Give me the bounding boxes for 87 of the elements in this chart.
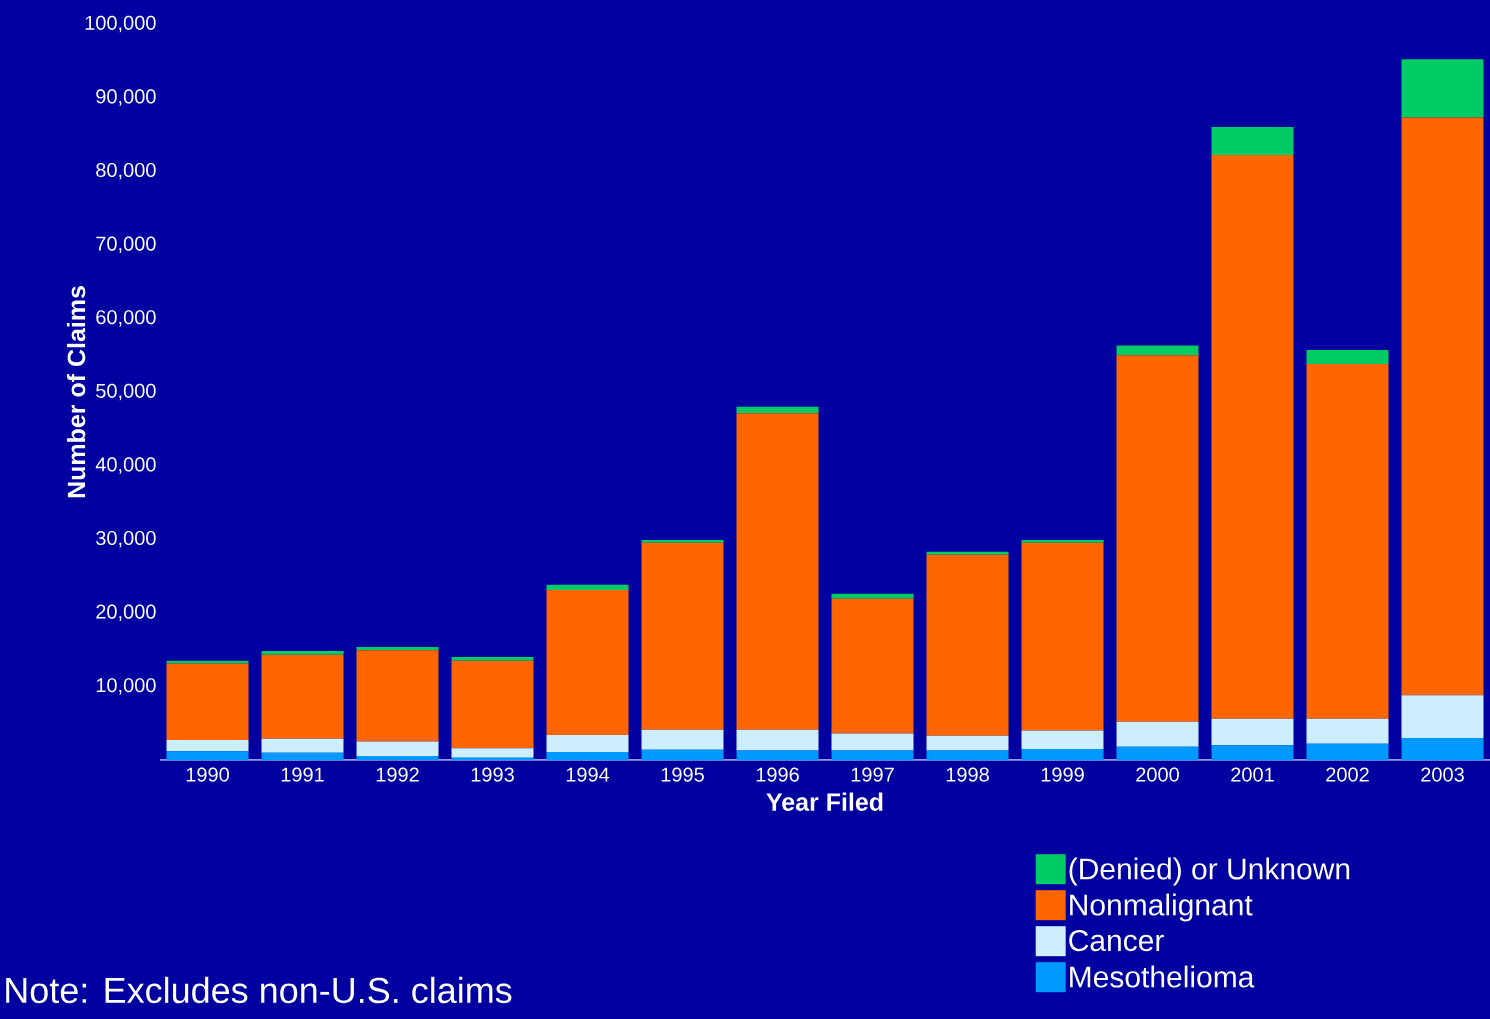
text: Note: Excludes non-U.S. claims [6, 976, 512, 1004]
bar [356, 647, 439, 651]
y-tick-label: 70,000 [96, 236, 156, 254]
legend-label: Mesothelioma [1070, 965, 1255, 988]
x-tick-label: 1998 [946, 767, 989, 782]
x-tick-label: 1995 [661, 767, 704, 782]
bar [1021, 542, 1104, 731]
bar [546, 589, 629, 735]
bar [736, 413, 819, 730]
bar [1401, 117, 1484, 696]
bar [831, 750, 914, 760]
bar [451, 656, 534, 661]
bar [1116, 345, 1199, 356]
legend-label: Cancer [1069, 929, 1164, 952]
x-tick-label: 1990 [186, 767, 229, 782]
bar [166, 663, 249, 741]
x-tick-label: 2001 [1231, 767, 1274, 782]
bar [546, 584, 629, 590]
x-tick-label: 1999 [1041, 767, 1084, 782]
bar [166, 751, 249, 760]
x-tick-label: 1993 [471, 767, 514, 782]
y-axis-title: Number of Claims [66, 286, 86, 498]
x-tick-label: 2000 [1136, 767, 1179, 782]
bar [1306, 364, 1389, 719]
bar [641, 749, 724, 760]
bar [1401, 737, 1484, 760]
bar [451, 757, 534, 760]
bar [1211, 127, 1294, 155]
y-tick-label: 40,000 [95, 457, 156, 474]
x-tick-label: 2003 [1421, 767, 1464, 782]
bar [261, 654, 344, 739]
bar [1211, 155, 1294, 719]
bar [1306, 350, 1389, 365]
bar [1306, 718, 1389, 744]
bar [1116, 355, 1199, 722]
x-tick-label: 1991 [281, 767, 324, 782]
x-tick-label: 1992 [376, 767, 419, 782]
legend-label: (Denied) or Unknown [1069, 857, 1350, 886]
bar [1401, 59, 1484, 118]
bar [1021, 730, 1104, 749]
y-tick-label: 80,000 [96, 162, 156, 180]
bar [1211, 745, 1294, 760]
bar [261, 752, 344, 760]
bar [356, 741, 439, 756]
bar [831, 593, 914, 599]
bar [641, 542, 724, 730]
bar [926, 735, 1009, 751]
x-tick-label: 1996 [756, 767, 799, 782]
bar [451, 660, 534, 749]
bar [166, 660, 249, 664]
bar [1211, 718, 1294, 746]
bar [356, 755, 439, 760]
bar [926, 750, 1009, 760]
legend-label: Nonmalignant [1070, 893, 1253, 922]
y-tick-label: 20,000 [96, 604, 156, 622]
x-axis-title: Year Filed [766, 792, 883, 811]
bar [641, 539, 724, 543]
bar [546, 751, 629, 760]
bar [926, 551, 1009, 555]
bar [736, 750, 819, 760]
bar [1306, 743, 1389, 760]
bar [451, 748, 534, 758]
bar [1021, 748, 1104, 760]
x-tick-label: 1997 [851, 767, 894, 782]
y-tick-label: 90,000 [96, 89, 156, 106]
bar [736, 729, 819, 751]
bar [736, 406, 819, 414]
y-tick-label: 50,000 [96, 383, 156, 401]
bar [356, 650, 439, 742]
x-tick-label: 2002 [1326, 767, 1369, 782]
y-tick-label: 100,000 [85, 15, 156, 33]
bar [1116, 721, 1199, 747]
bar [546, 734, 629, 752]
bar [166, 740, 249, 752]
bar [926, 554, 1009, 736]
bar [831, 598, 914, 734]
bar [1401, 695, 1484, 738]
x-tick-label: 1994 [566, 767, 610, 782]
bar [641, 729, 724, 750]
y-tick-label: 30,000 [96, 530, 156, 548]
bar [1116, 746, 1199, 760]
bar [261, 651, 344, 655]
y-tick-label: 60,000 [96, 310, 156, 327]
bar [261, 738, 344, 753]
bar [1021, 539, 1104, 543]
y-tick-label: 10,000 [96, 678, 156, 695]
bar [831, 733, 914, 751]
